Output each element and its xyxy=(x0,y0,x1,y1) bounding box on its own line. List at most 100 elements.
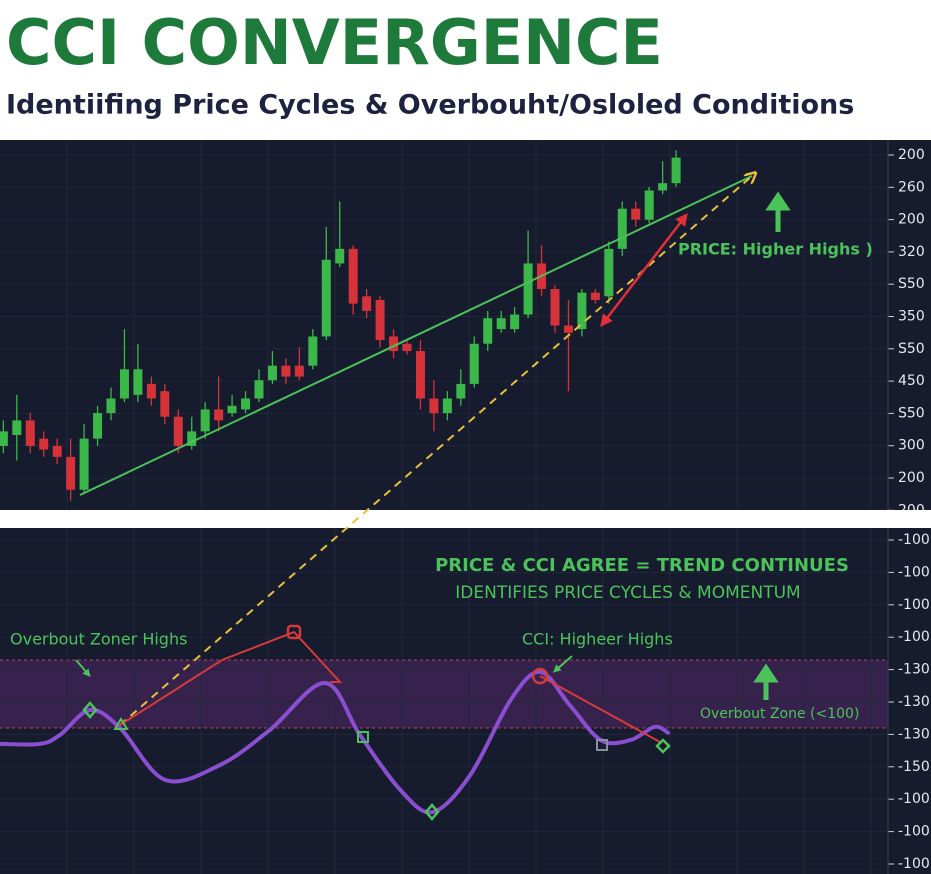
candle-body xyxy=(160,391,170,417)
y-tick-label: -100 xyxy=(898,791,930,807)
marker xyxy=(357,731,369,743)
candle-body xyxy=(496,318,506,330)
cci-highs-note: CCI: Higheer Highs xyxy=(522,630,673,649)
candle-body xyxy=(523,263,533,315)
candle-body xyxy=(321,259,331,337)
cycles-note: IDENTIFIES PRICE CYCLES & MOMENTUM xyxy=(455,583,800,603)
marker xyxy=(113,717,129,730)
cci-link xyxy=(119,630,343,726)
up-arrow xyxy=(753,663,779,700)
y-tick-label: -100 xyxy=(898,597,930,613)
candle-body xyxy=(106,398,116,414)
candle-body xyxy=(604,248,614,297)
y-tick-label: S50 xyxy=(898,276,925,292)
marker xyxy=(424,803,440,821)
candle-body xyxy=(631,208,641,220)
candle-body xyxy=(173,416,183,446)
y-tick-label: S50 xyxy=(898,405,925,421)
up-arrow xyxy=(765,191,791,232)
candle-body xyxy=(187,431,197,446)
pointer xyxy=(75,659,91,678)
candle-body xyxy=(348,248,358,304)
candle-body xyxy=(429,398,439,414)
candle-body xyxy=(469,343,479,384)
candle-body xyxy=(402,343,412,352)
candle-body xyxy=(119,369,129,399)
candle-body xyxy=(281,365,291,377)
candle-body xyxy=(133,369,143,395)
y-tick-label: S50 xyxy=(898,341,925,357)
subtitle: Identiifing Price Cycles & Overbouht/Osl… xyxy=(6,90,854,121)
price-annotation: PRICE: Higher Highs ) xyxy=(678,240,873,259)
candle-body xyxy=(442,398,452,414)
candle-body xyxy=(294,365,304,377)
candle-body xyxy=(52,445,62,457)
candle-body xyxy=(267,365,277,381)
separator xyxy=(0,510,931,528)
candle-body xyxy=(227,405,237,414)
y-tick-label: -130 xyxy=(898,662,930,678)
candle-body xyxy=(12,420,22,435)
candle-body xyxy=(335,248,345,264)
y-tick-label: 200 xyxy=(898,147,925,163)
pointer xyxy=(552,655,573,673)
candle-body xyxy=(658,183,668,191)
y-tick-label: 200 xyxy=(898,212,925,228)
candle-body xyxy=(362,296,372,311)
price-panel xyxy=(0,140,931,510)
marker xyxy=(596,739,608,751)
candle-body xyxy=(241,398,251,410)
agree-note: PRICE & CCI AGREE = TREND CONTINUES xyxy=(435,555,849,576)
candle-body xyxy=(200,409,210,432)
candle-body xyxy=(39,438,49,450)
y-tick-label: 350 xyxy=(898,309,925,325)
zone-note: Overbout Zone (<100) xyxy=(700,706,859,722)
candle-body xyxy=(146,383,156,399)
candle-body xyxy=(590,292,600,300)
candle-body xyxy=(0,431,8,446)
cci-layer: -100 -100 -100 -100 -130 -130 -130 -150 -100 -100… xyxy=(0,528,930,874)
marker xyxy=(531,667,549,685)
candle-body xyxy=(456,383,466,399)
candle-body xyxy=(617,208,627,249)
candle-body xyxy=(671,157,681,184)
marker xyxy=(655,738,671,754)
candle-body xyxy=(25,420,35,446)
candle-body xyxy=(563,325,573,333)
header-bg xyxy=(0,0,931,140)
candle-body xyxy=(550,289,560,326)
y-tick-label: -100 xyxy=(898,629,930,645)
y-tick-label: 300 xyxy=(898,438,925,454)
candle-body xyxy=(510,314,520,330)
y-tick-label: -150 xyxy=(898,759,930,775)
title: CCI CONVERGENCE xyxy=(6,6,663,79)
candle-body xyxy=(93,413,103,439)
y-tick-label: 450 xyxy=(898,373,925,389)
candle-body xyxy=(577,292,587,330)
candle-body xyxy=(254,380,264,399)
y-tick-label: -100 xyxy=(898,824,930,840)
red-arrow xyxy=(600,213,688,327)
candle-body xyxy=(415,351,425,399)
candle-body xyxy=(644,190,654,220)
y-tick-label: -130 xyxy=(898,694,930,710)
y-tick-label: -100 xyxy=(898,532,930,548)
y-tick-label: 200 xyxy=(898,470,925,486)
candle-body xyxy=(375,299,385,341)
candle-body xyxy=(483,318,493,344)
overbought-zone xyxy=(0,660,888,728)
marker xyxy=(82,701,98,719)
y-tick-label: -100 xyxy=(898,856,930,872)
candle-body xyxy=(308,336,318,366)
price-layer: 200260200320S50350S50450S50300200200 xyxy=(0,140,925,518)
cci-link xyxy=(539,675,661,743)
candle-body xyxy=(389,336,399,352)
candle-body xyxy=(214,409,224,421)
zone-highs-note: Overbout Zoner Highs xyxy=(10,630,187,649)
candle-body xyxy=(66,456,76,490)
y-tick-label: 260 xyxy=(898,179,925,195)
marker xyxy=(286,624,302,640)
y-tick-label: -100 xyxy=(898,564,930,580)
candle-body xyxy=(79,438,89,490)
